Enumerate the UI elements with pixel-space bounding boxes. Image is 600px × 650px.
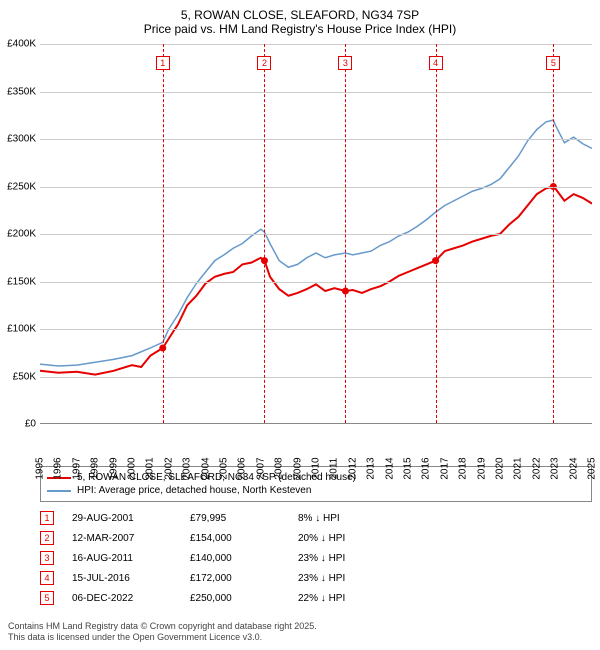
ytick-label: £150K (0, 276, 36, 287)
gridline (40, 92, 592, 93)
row-marker: 2 (40, 531, 54, 545)
xtick-label: 2024 (568, 454, 579, 484)
xtick-label: 2018 (458, 454, 469, 484)
cell-price: £140,000 (190, 553, 280, 564)
xtick-label: 2011 (329, 454, 340, 484)
row-marker: 5 (40, 591, 54, 605)
legend-swatch (47, 490, 71, 492)
xtick-label: 2008 (274, 454, 285, 484)
marker-vline (553, 44, 554, 423)
marker-box: 3 (338, 56, 352, 70)
cell-diff: 23% ↓ HPI (298, 553, 388, 564)
gridline (40, 282, 592, 283)
marker-box: 1 (156, 56, 170, 70)
cell-date: 29-AUG-2001 (72, 513, 172, 524)
ytick-label: £100K (0, 324, 36, 335)
ytick-label: £50K (0, 371, 36, 382)
xtick-label: 1996 (53, 454, 64, 484)
xtick-label: 2004 (200, 454, 211, 484)
xtick-label: 2009 (292, 454, 303, 484)
xtick-label: 2010 (311, 454, 322, 484)
cell-price: £79,995 (190, 513, 280, 524)
cell-diff: 22% ↓ HPI (298, 593, 388, 604)
row-marker: 4 (40, 571, 54, 585)
sales-row: 3 16-AUG-2011 £140,000 23% ↓ HPI (40, 548, 592, 568)
sales-row: 5 06-DEC-2022 £250,000 22% ↓ HPI (40, 588, 592, 608)
row-marker: 3 (40, 551, 54, 565)
xtick-label: 2022 (531, 454, 542, 484)
ytick-label: £300K (0, 134, 36, 145)
sales-row: 2 12-MAR-2007 £154,000 20% ↓ HPI (40, 528, 592, 548)
xtick-label: 2001 (145, 454, 156, 484)
xtick-label: 2021 (513, 454, 524, 484)
marker-box: 4 (429, 56, 443, 70)
row-marker: 1 (40, 511, 54, 525)
xtick-label: 2016 (421, 454, 432, 484)
footnote-line1: Contains HM Land Registry data © Crown c… (8, 621, 592, 633)
xtick-label: 2015 (403, 454, 414, 484)
plot-region: £0£50K£100K£150K£200K£250K£300K£350K£400… (40, 44, 592, 424)
ytick-label: £200K (0, 229, 36, 240)
gridline (40, 44, 592, 45)
xtick-label: 2012 (347, 454, 358, 484)
xtick-label: 2002 (163, 454, 174, 484)
cell-price: £172,000 (190, 573, 280, 584)
legend-label: HPI: Average price, detached house, Nort… (77, 485, 311, 496)
footnote: Contains HM Land Registry data © Crown c… (8, 621, 592, 644)
gridline (40, 377, 592, 378)
chart-title: 5, ROWAN CLOSE, SLEAFORD, NG34 7SP (0, 0, 600, 22)
xtick-label: 1999 (108, 454, 119, 484)
sales-table: 1 29-AUG-2001 £79,995 8% ↓ HPI 2 12-MAR-2007 £… (40, 508, 592, 608)
xtick-label: 2006 (237, 454, 248, 484)
cell-price: £154,000 (190, 533, 280, 544)
cell-date: 15-JUL-2016 (72, 573, 172, 584)
ytick-label: £400K (0, 39, 36, 50)
marker-vline (264, 44, 265, 423)
xtick-label: 2000 (127, 454, 138, 484)
xtick-label: 2005 (219, 454, 230, 484)
ytick-label: £0 (0, 419, 36, 430)
marker-vline (163, 44, 164, 423)
cell-date: 06-DEC-2022 (72, 593, 172, 604)
ytick-label: £350K (0, 86, 36, 97)
cell-diff: 20% ↓ HPI (298, 533, 388, 544)
cell-date: 16-AUG-2011 (72, 553, 172, 564)
cell-diff: 8% ↓ HPI (298, 513, 388, 524)
chart-subtitle: Price paid vs. HM Land Registry's House … (0, 22, 600, 44)
gridline (40, 187, 592, 188)
xtick-label: 2013 (366, 454, 377, 484)
cell-date: 12-MAR-2007 (72, 533, 172, 544)
xtick-label: 2020 (495, 454, 506, 484)
xtick-label: 1997 (71, 454, 82, 484)
gridline (40, 329, 592, 330)
xtick-label: 1995 (35, 454, 46, 484)
marker-box: 5 (546, 56, 560, 70)
xtick-label: 2003 (182, 454, 193, 484)
marker-vline (345, 44, 346, 423)
footnote-line2: This data is licensed under the Open Gov… (8, 632, 592, 644)
sales-row: 4 15-JUL-2016 £172,000 23% ↓ HPI (40, 568, 592, 588)
cell-diff: 23% ↓ HPI (298, 573, 388, 584)
xtick-label: 2017 (439, 454, 450, 484)
xtick-label: 2019 (476, 454, 487, 484)
chart-area: £0£50K£100K£150K£200K£250K£300K£350K£400… (40, 44, 592, 424)
xtick-label: 2014 (384, 454, 395, 484)
xtick-label: 2025 (587, 454, 598, 484)
xtick-label: 1998 (90, 454, 101, 484)
marker-vline (436, 44, 437, 423)
ytick-label: £250K (0, 181, 36, 192)
gridline (40, 234, 592, 235)
gridline (40, 139, 592, 140)
cell-price: £250,000 (190, 593, 280, 604)
xtick-label: 2023 (550, 454, 561, 484)
marker-box: 2 (257, 56, 271, 70)
sales-row: 1 29-AUG-2001 £79,995 8% ↓ HPI (40, 508, 592, 528)
xtick-label: 2007 (255, 454, 266, 484)
legend-row: HPI: Average price, detached house, Nort… (47, 484, 585, 497)
